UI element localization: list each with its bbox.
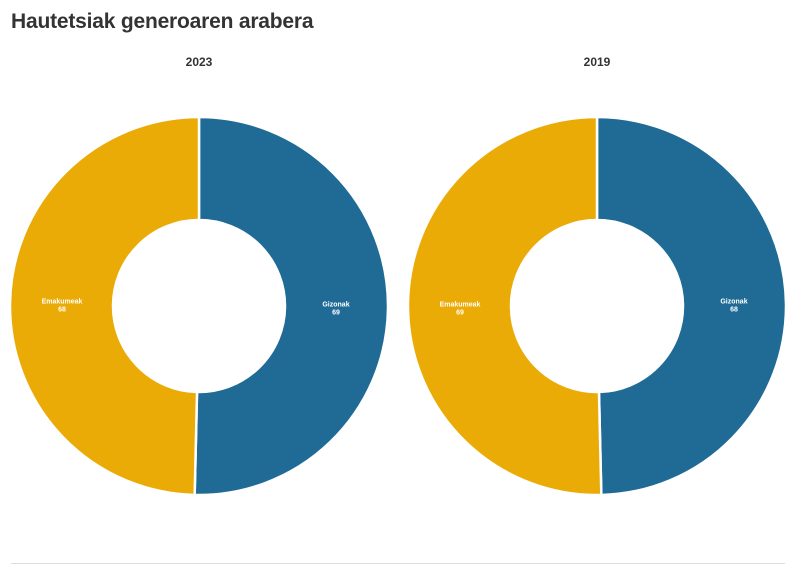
slice-emakumeak-2019 — [406, 115, 603, 497]
donut-chart-2023: 2023 Gizonak 69 Emakumeak 68 — [0, 50, 398, 520]
donut-title-2019: 2019 — [583, 55, 611, 69]
donut-chart-2019: 2019 Gizonak 68 Emakumeak 69 — [398, 50, 796, 520]
slice-label-gizonak-2019: Gizonak — [720, 298, 747, 305]
footer-divider — [11, 563, 785, 564]
slice-label-emakumeak-2019: Emakumeak — [440, 302, 481, 309]
slice-value-gizonak-2023: 69 — [332, 310, 340, 317]
slice-gizonak-2019 — [595, 115, 788, 497]
slice-value-emakumeak-2019: 69 — [456, 310, 464, 317]
slice-gizonak-2023 — [193, 115, 390, 497]
slice-value-gizonak-2019: 68 — [730, 306, 738, 313]
chart-title: Hautetsiak generoaren arabera — [11, 10, 314, 33]
slice-label-emakumeak-2023: Emakumeak — [42, 298, 83, 305]
slice-label-gizonak-2023: Gizonak — [322, 302, 349, 309]
slice-emakumeak-2023 — [8, 115, 201, 497]
slice-value-emakumeak-2023: 68 — [58, 306, 66, 313]
donut-title-2023: 2023 — [185, 55, 213, 69]
